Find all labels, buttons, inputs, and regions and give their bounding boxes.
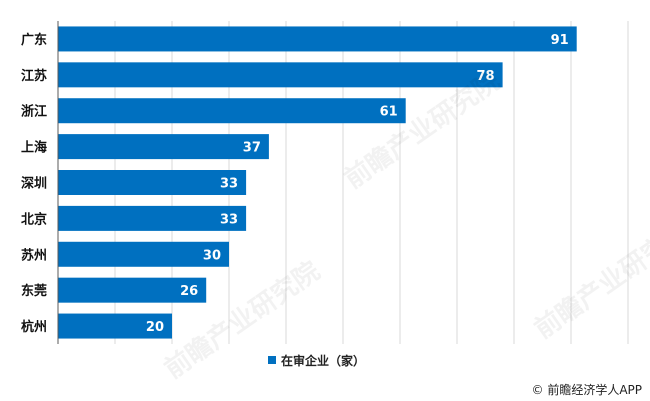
category-label: 江苏: [21, 68, 47, 84]
bar: [58, 170, 247, 195]
bar-value-label: 61: [380, 105, 398, 120]
bar: [58, 98, 406, 124]
category-label: 东莞: [21, 283, 47, 299]
legend-label: 在审企业（家）: [281, 353, 366, 368]
bar: [58, 241, 229, 267]
bar-value-label: 26: [180, 284, 198, 299]
category-label: 深圳: [21, 176, 47, 192]
category-label: 苏州: [21, 247, 47, 263]
bar: [58, 62, 503, 88]
category-label: 北京: [21, 211, 47, 227]
bar: [58, 205, 247, 231]
category-label: 杭州: [21, 319, 47, 335]
bar-value-label: 91: [551, 33, 569, 48]
bar: [58, 313, 172, 339]
legend: 在审企业（家）: [268, 352, 365, 368]
source-credit: © 前瞻经济学人APP: [531, 383, 643, 397]
bar-value-label: 30: [203, 248, 221, 263]
category-label: 广东: [21, 32, 47, 48]
bar: [58, 134, 269, 160]
bar: [58, 277, 207, 303]
legend-swatch: [268, 356, 276, 364]
category-label: 浙江: [21, 104, 47, 120]
bar: [58, 26, 577, 52]
bar-value-label: 20: [146, 320, 164, 335]
bar-value-label: 78: [477, 69, 495, 84]
bar-value-label: 37: [243, 141, 261, 156]
bar-value-label: 33: [220, 177, 238, 192]
bar-value-label: 33: [220, 212, 238, 227]
category-label: 上海: [21, 140, 47, 156]
